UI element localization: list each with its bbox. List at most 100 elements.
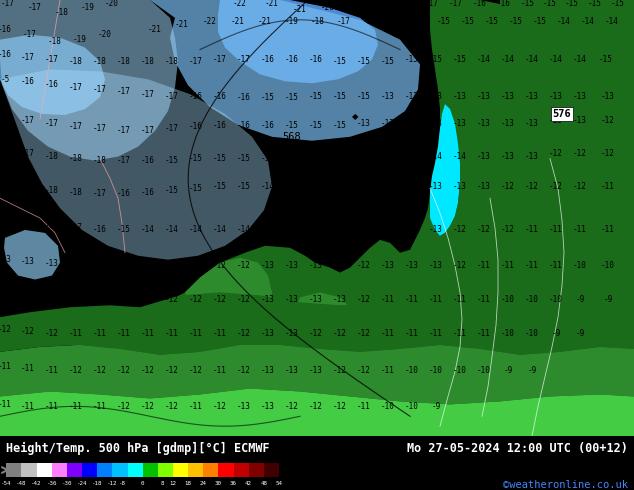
Text: -12: -12 bbox=[549, 182, 563, 191]
Text: -18: -18 bbox=[48, 37, 62, 46]
Bar bbox=[264, 463, 279, 477]
Text: -17: -17 bbox=[69, 83, 83, 92]
Text: -11: -11 bbox=[21, 402, 35, 411]
Bar bbox=[52, 463, 67, 477]
Polygon shape bbox=[292, 293, 352, 337]
Polygon shape bbox=[0, 0, 634, 436]
Text: -10: -10 bbox=[429, 366, 443, 375]
Text: -12: -12 bbox=[93, 366, 107, 375]
Text: -18: -18 bbox=[165, 57, 179, 66]
Text: -18: -18 bbox=[375, 0, 389, 8]
Text: -12: -12 bbox=[141, 295, 155, 304]
Text: -13: -13 bbox=[429, 261, 443, 270]
Text: -14: -14 bbox=[581, 17, 595, 26]
Text: -13: -13 bbox=[237, 402, 251, 411]
Text: -12: -12 bbox=[501, 225, 515, 234]
Text: -10: -10 bbox=[501, 295, 515, 304]
Text: -15: -15 bbox=[285, 182, 299, 191]
Text: -13: -13 bbox=[69, 295, 83, 304]
Text: -11: -11 bbox=[381, 366, 395, 375]
Text: -13: -13 bbox=[333, 295, 347, 304]
Text: -17: -17 bbox=[213, 55, 227, 64]
Text: -30: -30 bbox=[61, 481, 72, 487]
Polygon shape bbox=[4, 230, 60, 279]
Text: -11: -11 bbox=[429, 328, 443, 338]
Text: -16: -16 bbox=[237, 93, 251, 101]
Text: -13: -13 bbox=[477, 152, 491, 161]
Text: -14: -14 bbox=[573, 55, 587, 64]
Text: -11: -11 bbox=[477, 328, 491, 338]
Text: -15: -15 bbox=[437, 17, 451, 26]
Text: -11: -11 bbox=[429, 295, 443, 304]
Text: -14: -14 bbox=[381, 152, 395, 161]
Text: -13: -13 bbox=[405, 225, 419, 234]
Text: -13: -13 bbox=[525, 120, 539, 128]
Text: -10: -10 bbox=[453, 366, 467, 375]
Text: -16: -16 bbox=[189, 92, 203, 100]
Text: -10: -10 bbox=[601, 261, 615, 270]
Text: -11: -11 bbox=[453, 328, 467, 338]
Text: -15: -15 bbox=[237, 182, 251, 191]
Text: -18: -18 bbox=[69, 188, 83, 197]
Text: -13: -13 bbox=[285, 225, 299, 234]
Text: -17: -17 bbox=[449, 0, 463, 8]
Text: -13: -13 bbox=[501, 152, 515, 161]
Text: -17: -17 bbox=[69, 223, 83, 232]
Text: -13: -13 bbox=[381, 92, 395, 100]
Text: -14: -14 bbox=[429, 152, 443, 161]
Text: -13: -13 bbox=[525, 152, 539, 161]
Text: -11: -11 bbox=[549, 225, 563, 234]
Text: -15: -15 bbox=[405, 55, 419, 64]
Text: -12: -12 bbox=[189, 295, 203, 304]
Text: -12: -12 bbox=[525, 182, 539, 191]
Text: -16: -16 bbox=[261, 122, 275, 130]
Text: -22: -22 bbox=[233, 0, 247, 8]
Text: -13: -13 bbox=[261, 366, 275, 375]
Text: -13: -13 bbox=[525, 92, 539, 100]
Text: -18: -18 bbox=[69, 154, 83, 163]
Text: -17: -17 bbox=[21, 219, 35, 227]
Text: -13: -13 bbox=[309, 225, 323, 234]
Bar bbox=[204, 463, 218, 477]
Bar bbox=[22, 463, 37, 477]
Text: -15: -15 bbox=[309, 154, 323, 163]
Text: -12: -12 bbox=[357, 328, 371, 338]
Text: -11: -11 bbox=[405, 295, 419, 304]
Text: -12: -12 bbox=[333, 402, 347, 411]
Text: -18: -18 bbox=[45, 221, 59, 230]
Text: -11: -11 bbox=[601, 225, 615, 234]
Text: -18: -18 bbox=[311, 17, 325, 26]
Text: -14: -14 bbox=[525, 55, 539, 64]
Text: -9: -9 bbox=[503, 366, 513, 375]
Text: -13: -13 bbox=[381, 120, 395, 128]
Text: -11: -11 bbox=[477, 295, 491, 304]
Text: -12: -12 bbox=[117, 366, 131, 375]
Bar bbox=[67, 463, 82, 477]
Text: -13: -13 bbox=[45, 295, 59, 304]
Text: -15: -15 bbox=[309, 182, 323, 191]
Text: -17: -17 bbox=[425, 0, 439, 8]
Text: -20: -20 bbox=[98, 30, 112, 39]
Text: -15: -15 bbox=[611, 0, 625, 8]
Text: -15: -15 bbox=[0, 216, 12, 224]
Text: -42: -42 bbox=[31, 481, 42, 487]
Text: -12: -12 bbox=[333, 366, 347, 375]
Text: ©weatheronline.co.uk: ©weatheronline.co.uk bbox=[503, 480, 628, 490]
Text: 18: 18 bbox=[184, 481, 191, 487]
Text: -20: -20 bbox=[105, 0, 119, 8]
Text: -18: -18 bbox=[45, 152, 59, 161]
Text: -16: -16 bbox=[285, 55, 299, 64]
Text: -17: -17 bbox=[117, 87, 131, 96]
Text: -13: -13 bbox=[21, 293, 35, 302]
Text: -15: -15 bbox=[588, 0, 602, 8]
Text: -12: -12 bbox=[165, 402, 179, 411]
Text: -15: -15 bbox=[165, 156, 179, 165]
Text: -10: -10 bbox=[405, 402, 419, 411]
Text: -18: -18 bbox=[117, 57, 131, 66]
Polygon shape bbox=[430, 104, 460, 236]
Text: -11: -11 bbox=[453, 295, 467, 304]
Text: -11: -11 bbox=[213, 328, 227, 338]
Text: -13: -13 bbox=[333, 225, 347, 234]
Bar bbox=[37, 463, 52, 477]
Text: -13: -13 bbox=[333, 261, 347, 270]
